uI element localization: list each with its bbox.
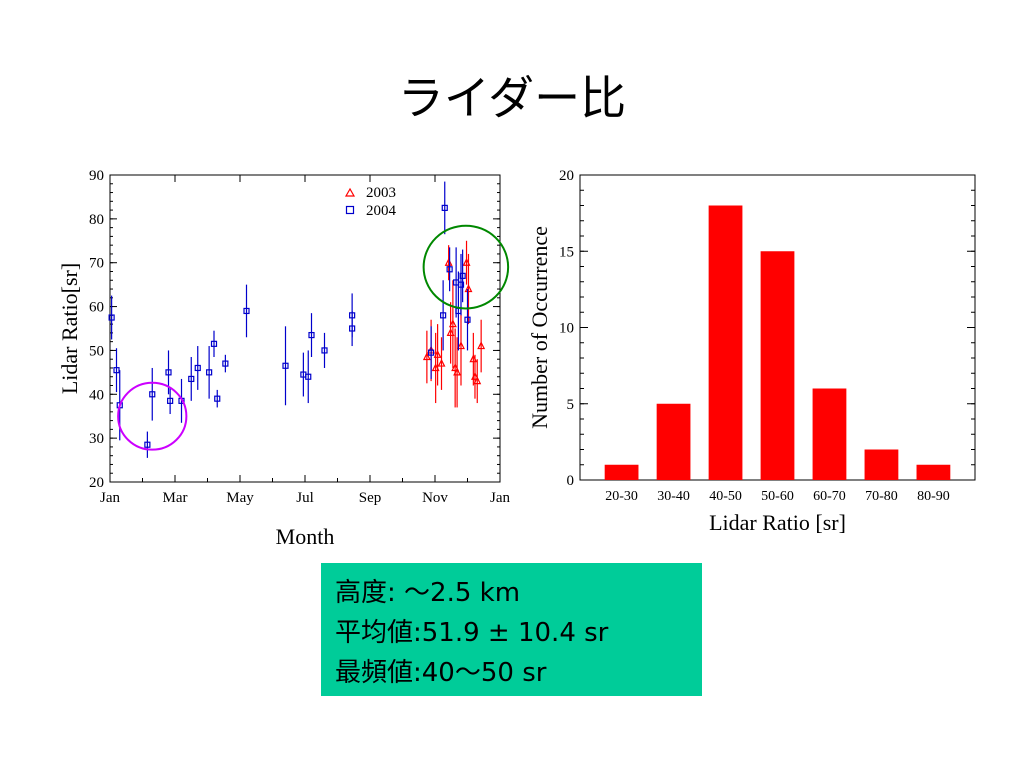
data-point-2004 xyxy=(108,314,115,321)
data-point-2003 xyxy=(464,284,473,293)
x-tick-label: Nov xyxy=(422,490,448,506)
data-point-2004 xyxy=(441,204,448,211)
x-tick-label: 20-30 xyxy=(605,489,638,504)
summary-altitude: 高度: 〜2.5 km xyxy=(335,578,521,608)
data-point-2004 xyxy=(440,312,447,319)
data-point-2004 xyxy=(446,266,453,273)
slide-title: ライダー比 xyxy=(397,71,627,125)
bar-40-50 xyxy=(708,205,743,480)
y-tick-label: 15 xyxy=(559,244,574,260)
summary-mode: 最頻値:40〜50 sr xyxy=(335,658,547,688)
legend-label: 2003 xyxy=(366,185,396,201)
data-point-2003 xyxy=(473,376,482,385)
data-point-2004 xyxy=(206,369,213,376)
y-tick-label: 10 xyxy=(559,321,574,337)
x-tick-label: Jul xyxy=(296,490,314,506)
bar-20-30 xyxy=(604,464,639,480)
y-tick-label: 70 xyxy=(89,256,104,272)
data-point-2004 xyxy=(282,362,289,369)
y-tick-label: 50 xyxy=(89,343,104,359)
y-tick-label: 60 xyxy=(89,300,104,316)
x-tick-label: 80-90 xyxy=(917,489,950,504)
data-point-2004 xyxy=(210,340,218,347)
data-point-2004 xyxy=(321,347,328,354)
y-tick-label: 80 xyxy=(89,212,104,228)
y-tick-label: 90 xyxy=(89,168,104,184)
data-point-2004 xyxy=(214,395,221,402)
data-point-2004 xyxy=(167,397,174,404)
data-point-2003 xyxy=(477,341,486,350)
data-point-2003 xyxy=(453,367,462,376)
y-tick-label: 5 xyxy=(567,397,575,413)
x-tick-label: 70-80 xyxy=(865,489,898,504)
x-tick-label: 60-70 xyxy=(813,489,846,504)
bar-80-90 xyxy=(916,464,951,480)
data-point-2004 xyxy=(144,441,151,448)
data-point-2004 xyxy=(222,360,229,367)
legend-marker-2004 xyxy=(345,205,355,215)
x-tick-label: Mar xyxy=(163,490,188,506)
plot-frame xyxy=(109,174,501,483)
x-tick-label: Sep xyxy=(359,490,382,506)
y-tick-label: 20 xyxy=(89,475,104,491)
data-point-2003 xyxy=(422,352,431,361)
highlight-circle-low xyxy=(117,381,188,451)
lidar-ratio-scatter-chart: 20 30 40 50 60 70 80 90 Jan Mar May Jul Sep Nov Jan Mon… xyxy=(57,168,510,549)
data-point-2004 xyxy=(305,373,312,380)
y-tick-label: 40 xyxy=(89,387,104,403)
data-point-2004 xyxy=(464,316,471,323)
x-tick-label: 30-40 xyxy=(657,489,690,504)
data-point-2003 xyxy=(437,358,446,367)
x-tick-label: 50-60 xyxy=(761,489,794,504)
summary-mean: 平均値:51.9 ± 10.4 sr xyxy=(335,618,609,648)
bar-60-70 xyxy=(812,388,847,480)
data-point-2004 xyxy=(459,272,466,279)
x-axis-label: Month xyxy=(276,524,335,549)
data-point-2004 xyxy=(243,307,250,315)
data-point-2004 xyxy=(194,364,201,372)
x-tick-label: May xyxy=(226,490,254,506)
x-tick-label: 40-50 xyxy=(709,489,742,504)
y-tick-label: 20 xyxy=(559,168,574,184)
legend-marker-2003 xyxy=(344,187,356,197)
x-tick-label: Jan xyxy=(490,490,510,506)
bar-50-60 xyxy=(760,251,795,480)
data-point-2004 xyxy=(149,391,156,398)
data-point-2004 xyxy=(457,281,465,288)
bar-30-40 xyxy=(656,403,691,480)
y-axis-label: Lidar Ratio[sr] xyxy=(57,263,82,394)
data-point-2003 xyxy=(471,371,479,380)
lidar-ratio-histogram: 0 5 10 15 20 20-30 30-40 40-50 50-60 60-70 70-80 80… xyxy=(527,168,976,535)
y-tick-label: 30 xyxy=(89,431,104,447)
y-tick-label: 0 xyxy=(567,473,575,489)
data-point-2003 xyxy=(433,349,442,358)
data-point-2004 xyxy=(188,375,195,383)
y-axis-label: Number of Occurrence xyxy=(527,226,552,429)
data-point-2004 xyxy=(113,367,120,374)
summary-box: 高度: 〜2.5 km 平均値:51.9 ± 10.4 sr 最頻値:40〜50… xyxy=(321,563,702,696)
legend-label: 2004 xyxy=(366,203,397,219)
data-point-2003 xyxy=(446,328,455,336)
bar-70-80 xyxy=(864,449,899,480)
data-point-2003 xyxy=(457,341,465,350)
data-point-2003 xyxy=(448,319,457,328)
data-point-2004 xyxy=(428,349,435,356)
data-point-2004 xyxy=(165,369,172,376)
highlight-circle-high xyxy=(422,224,510,310)
x-tick-label: Jan xyxy=(100,490,120,506)
data-point-2004 xyxy=(349,312,356,319)
x-axis-label: Lidar Ratio [sr] xyxy=(709,510,846,535)
data-point-2004 xyxy=(308,331,315,339)
